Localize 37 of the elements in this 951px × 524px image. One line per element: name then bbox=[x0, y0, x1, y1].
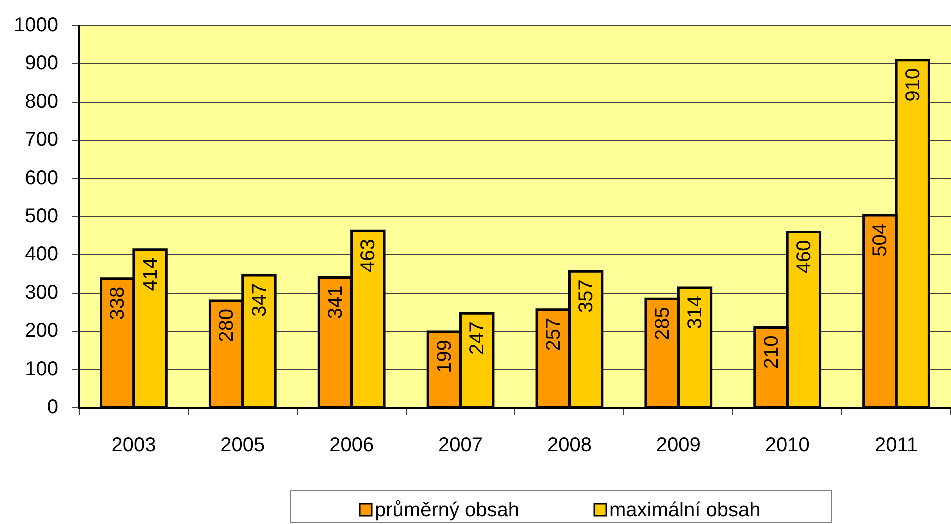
data-label: 357 bbox=[576, 280, 598, 313]
data-label: 280 bbox=[216, 309, 238, 342]
data-label: 285 bbox=[652, 307, 674, 341]
x-tick-label: 2003 bbox=[112, 434, 156, 457]
y-tick-label: 700 bbox=[25, 129, 58, 152]
y-tick-label: 500 bbox=[25, 206, 58, 228]
data-label: 199 bbox=[434, 340, 456, 374]
data-label: 504 bbox=[870, 223, 892, 257]
data-label: 257 bbox=[542, 318, 565, 352]
data-label: 247 bbox=[466, 322, 489, 356]
x-tick-label: 2011 bbox=[875, 434, 918, 457]
data-label: 210 bbox=[760, 336, 783, 370]
x-tick-label: 2008 bbox=[547, 434, 592, 457]
y-tick-label: 0 bbox=[47, 396, 58, 419]
data-label: 314 bbox=[684, 296, 707, 330]
data-label: 347 bbox=[248, 283, 271, 317]
y-tick-label: 600 bbox=[25, 167, 58, 190]
y-tick-label: 300 bbox=[25, 282, 58, 304]
data-label: 341 bbox=[325, 286, 348, 320]
data-label: 414 bbox=[140, 258, 162, 292]
y-tick-label: 900 bbox=[25, 52, 58, 75]
legend-label: maximální obsah bbox=[610, 500, 761, 522]
data-label: 910 bbox=[902, 68, 924, 102]
y-tick-label: 800 bbox=[25, 90, 58, 113]
x-tick-label: 2009 bbox=[656, 434, 701, 457]
data-label: 460 bbox=[793, 240, 816, 274]
y-tick-label: 1000 bbox=[14, 14, 58, 37]
x-tick-label: 2007 bbox=[438, 434, 484, 457]
data-label: 338 bbox=[107, 286, 130, 320]
x-tick-label: 2010 bbox=[765, 434, 810, 457]
y-tick-label: 200 bbox=[25, 320, 58, 342]
legend-label: průměrný obsah bbox=[375, 500, 520, 522]
y-tick-label: 400 bbox=[25, 244, 58, 266]
x-tick-label: 2006 bbox=[330, 434, 374, 457]
y-tick-label: 100 bbox=[25, 358, 58, 380]
data-label: 463 bbox=[358, 239, 380, 273]
x-tick-label: 2005 bbox=[220, 434, 266, 457]
